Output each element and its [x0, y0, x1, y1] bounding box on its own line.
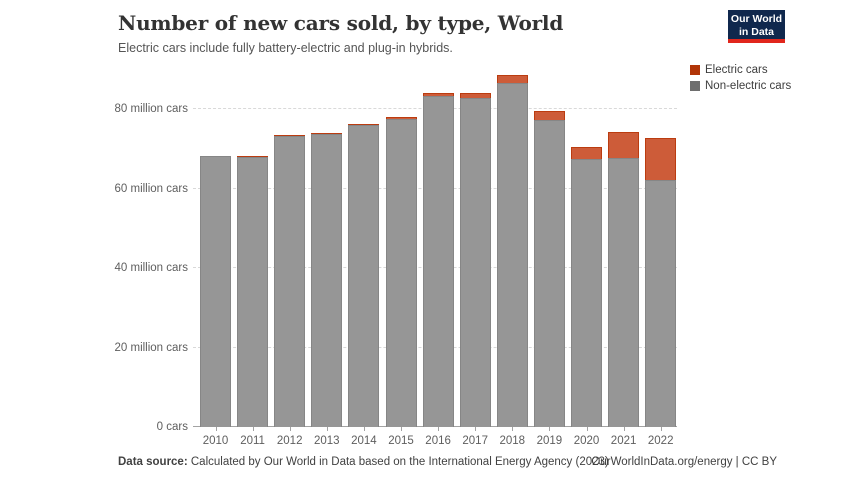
data-source-label: Data source:	[118, 456, 188, 468]
y-axis-label: 40 million cars	[114, 262, 189, 275]
legend-label: Non-electric cars	[705, 80, 792, 92]
bar-2018-electric[interactable]	[496, 74, 528, 83]
x-tick	[623, 427, 625, 431]
x-tick	[289, 427, 291, 431]
bar-2018-non-electric[interactable]	[496, 82, 528, 427]
bar-2021-non-electric[interactable]	[608, 158, 640, 427]
page-title: Number of new cars sold, by type, World	[118, 11, 564, 35]
x-axis-label-2014: 2014	[351, 435, 377, 447]
bar-2017-electric[interactable]	[459, 93, 491, 98]
bar-2013-non-electric[interactable]	[311, 134, 343, 427]
x-axis-label-2016: 2016	[425, 435, 451, 447]
bar-2017-non-electric[interactable]	[459, 97, 491, 427]
x-axis-label-2012: 2012	[276, 435, 303, 447]
data-source-text: Calculated by Our World in Data based on…	[187, 456, 609, 468]
x-axis-label-2021: 2021	[610, 435, 637, 447]
bar-2019-electric[interactable]	[533, 111, 565, 121]
bar-2012-electric[interactable]	[274, 135, 306, 137]
bar-2010-non-electric[interactable]	[200, 155, 231, 427]
x-tick	[401, 427, 402, 431]
x-tick	[586, 427, 588, 431]
data-source-note: Data source: Calculated by Our World in …	[118, 456, 609, 468]
x-tick	[215, 427, 217, 431]
bar-2011-electric[interactable]	[237, 155, 269, 157]
bars-container: 2010 2011 2012 2013 2014 2015 2016 2017 2018 2019…	[200, 63, 683, 447]
non-electric-swatch-icon	[690, 81, 700, 91]
bar-2014-non-electric[interactable]	[348, 124, 380, 427]
bar-2022-non-electric[interactable]	[645, 179, 677, 427]
x-tick	[363, 427, 365, 431]
bar-2020-non-electric[interactable]	[571, 159, 602, 427]
bar-2021-electric[interactable]	[608, 132, 640, 159]
y-axis-label: 20 million cars	[114, 341, 189, 354]
bar-2011-non-electric[interactable]	[237, 156, 269, 427]
owid-license-link[interactable]: OurWorldInData.org/energy | CC BY	[591, 456, 777, 468]
y-axis-label: 80 million cars	[114, 103, 189, 116]
y-axis-label: 0 cars	[156, 421, 188, 433]
x-tick	[326, 427, 328, 431]
bar-2014-electric[interactable]	[348, 123, 380, 125]
x-tick	[512, 427, 514, 431]
bar-2016-non-electric[interactable]	[422, 95, 454, 427]
x-tick	[549, 427, 551, 431]
x-axis-label-2015: 2015	[388, 435, 414, 447]
bar-2012-non-electric[interactable]	[274, 136, 306, 427]
chart-subtitle: Electric cars include fully battery-elec…	[118, 41, 453, 55]
bar-2020-electric[interactable]	[571, 147, 602, 160]
electric-swatch-icon	[690, 65, 700, 75]
x-axis-label-2017: 2017	[462, 435, 488, 447]
owid-logo[interactable]: Our World in Data	[728, 10, 785, 43]
x-tick	[660, 427, 662, 431]
x-axis-label-2020: 2020	[573, 435, 600, 447]
legend-item-non-electric[interactable]: Non-electric cars	[690, 78, 791, 94]
x-axis-label-2010: 2010	[202, 435, 229, 447]
bar-2015-non-electric[interactable]	[385, 119, 417, 427]
bar-2015-electric[interactable]	[385, 117, 417, 120]
owid-logo-line1: Our World	[730, 13, 783, 25]
legend-label: Electric cars	[705, 64, 768, 76]
bar-2013-electric[interactable]	[311, 133, 343, 135]
x-axis-label-2022: 2022	[647, 435, 674, 447]
x-tick	[252, 427, 254, 431]
x-axis-label-2018: 2018	[499, 435, 526, 447]
chart-legend: Electric cars Non-electric cars	[690, 62, 791, 94]
x-axis-label-2019: 2019	[536, 435, 563, 447]
bar-2019-non-electric[interactable]	[533, 120, 565, 427]
bar-2016-electric[interactable]	[422, 92, 454, 96]
x-axis-label-2013: 2013	[314, 435, 340, 447]
bar-2022-electric[interactable]	[645, 138, 677, 180]
y-axis-label: 60 million cars	[114, 182, 189, 195]
legend-item-electric[interactable]: Electric cars	[690, 62, 791, 78]
x-tick	[475, 427, 477, 431]
x-axis-label-2011: 2011	[240, 435, 265, 447]
x-tick	[438, 427, 440, 431]
owid-logo-line2: in Data	[738, 26, 774, 38]
plot-area: 0 cars 20 million cars 40 million cars 60 m…	[0, 63, 857, 447]
